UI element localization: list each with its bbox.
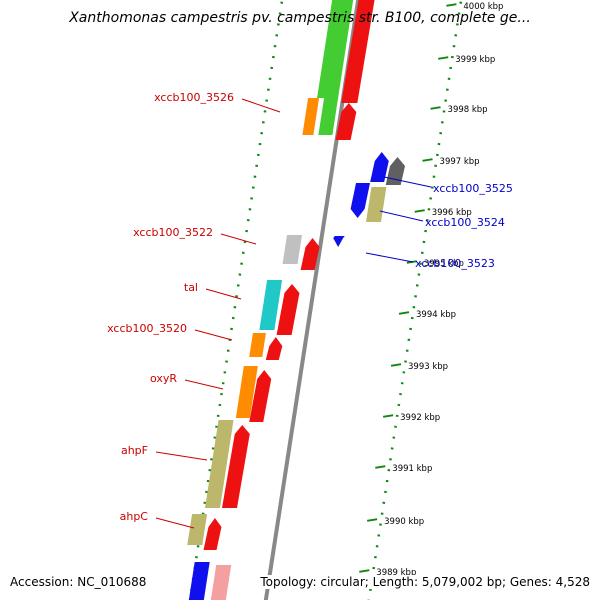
gene-feature[interactable]	[300, 238, 320, 270]
gene-label-leader	[205, 288, 242, 300]
gene-feature[interactable]	[335, 103, 357, 140]
kbp-tick-label: 3996 kbp	[432, 208, 472, 218]
gene-feature[interactable]	[333, 236, 345, 247]
gene-label-oxyR[interactable]: oxyR	[150, 372, 177, 385]
gene-label-leader	[383, 176, 432, 188]
backbone-band	[203, 0, 457, 600]
kbp-tick-label: 3991 kbp	[392, 464, 432, 474]
kbp-tick-mark	[422, 158, 433, 162]
gene-label-leader	[379, 210, 424, 222]
kbp-tick-label: 3989 kbp	[376, 568, 416, 578]
kbp-tick-mark	[398, 311, 410, 315]
kbp-tick-mark	[438, 56, 449, 60]
gene-label-leader	[241, 98, 281, 113]
gene-feature[interactable]	[259, 280, 283, 330]
gene-label-leader	[155, 451, 208, 461]
kbp-tick-mark	[446, 3, 457, 7]
gene-label-ahpC[interactable]: ahpC	[120, 510, 149, 523]
kbp-tick-mark	[359, 569, 370, 573]
gene-feature[interactable]	[222, 425, 250, 508]
kbp-tick-label: 3997 kbp	[440, 157, 480, 167]
gene-label-leader	[184, 379, 224, 390]
gene-label-leader	[365, 252, 414, 263]
gene-label-xccb100_3522[interactable]: xccb100_3522	[133, 226, 213, 239]
kbp-tick-label: 3995 kbp	[424, 259, 464, 269]
kbp-tick-label: 3999 kbp	[455, 55, 495, 65]
kbp-tick-label: 3992 kbp	[400, 413, 440, 423]
kbp-tick-mark	[382, 414, 394, 418]
ring-edge-inner	[188, 0, 284, 600]
kbp-tick-mark	[430, 106, 441, 110]
kbp-tick-mark	[366, 518, 378, 522]
gene-feature[interactable]	[366, 187, 387, 222]
gene-label-leader	[220, 233, 257, 245]
kbp-tick-mark	[390, 363, 402, 367]
gene-label-ahpF[interactable]: ahpF	[121, 444, 148, 457]
gene-feature[interactable]	[318, 0, 354, 135]
gene-feature[interactable]	[370, 152, 389, 182]
ring-edge-outer	[367, 0, 463, 600]
gene-label-tal[interactable]: tal	[184, 281, 198, 294]
gene-feature[interactable]	[350, 183, 370, 218]
kbp-tick-mark	[375, 465, 386, 469]
gene-label-xccb100_3525[interactable]: xccb100_3525	[433, 182, 513, 195]
kbp-tick-label: 3998 kbp	[448, 105, 488, 115]
gene-feature[interactable]	[205, 420, 234, 508]
gene-feature[interactable]	[276, 284, 300, 335]
gene-feature[interactable]	[235, 366, 258, 418]
kbp-tick-label: 3994 kbp	[416, 310, 456, 320]
gene-feature[interactable]	[249, 333, 266, 357]
gene-label-xccb100_3520[interactable]: xccb100_3520	[107, 322, 187, 335]
gene-label-leader	[194, 329, 233, 341]
genome-title: Xanthomonas campestris pv. campestris st…	[69, 10, 531, 26]
gene-label-xccb100_3526[interactable]: xccb100_3526	[154, 91, 234, 104]
gene-feature[interactable]	[265, 337, 283, 360]
gene-label-xccb100_3524[interactable]: xccb100_3524	[425, 216, 505, 229]
gene-label-leader	[155, 517, 195, 529]
kbp-tick-label: 3993 kbp	[408, 362, 448, 372]
accession-text: Accession: NC_010688	[8, 575, 149, 589]
gene-feature[interactable]	[187, 562, 210, 600]
kbp-tick-label: 4000 kbp	[463, 2, 503, 12]
gene-feature[interactable]	[187, 514, 208, 545]
kbp-tick-label: 3990 kbp	[384, 517, 424, 527]
gene-label-xccb100_3523[interactable]: xccb100_3523	[415, 257, 495, 270]
genome-summary-text: Topology: circular; Length: 5,079,002 bp…	[258, 575, 592, 589]
gene-feature[interactable]	[249, 370, 272, 422]
gene-feature[interactable]	[302, 98, 320, 135]
gene-feature[interactable]	[282, 235, 302, 264]
gene-feature[interactable]	[341, 0, 375, 103]
kbp-tick-mark	[414, 209, 425, 213]
gene-feature[interactable]	[209, 565, 232, 600]
gene-feature[interactable]	[203, 518, 222, 550]
